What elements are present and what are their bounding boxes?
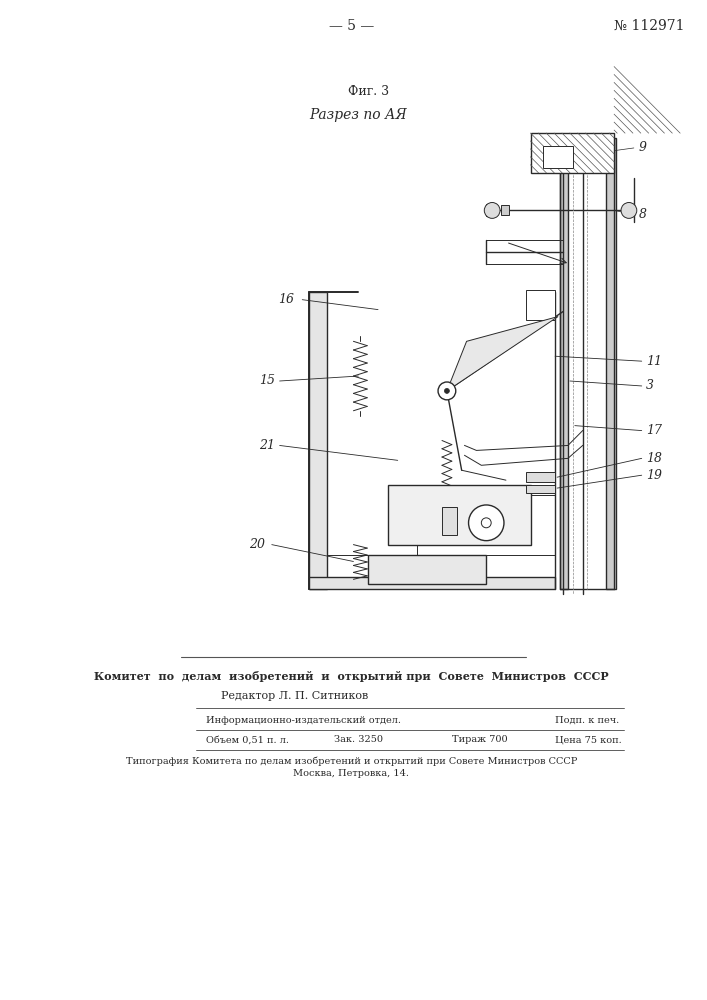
Text: 17: 17 bbox=[645, 424, 662, 437]
Circle shape bbox=[481, 518, 491, 528]
Bar bbox=[368, 555, 486, 584]
Text: Зак. 3250: Зак. 3250 bbox=[334, 735, 382, 744]
Text: 18: 18 bbox=[645, 452, 662, 465]
Bar bbox=[309, 577, 555, 589]
Circle shape bbox=[484, 203, 500, 218]
Bar bbox=[607, 138, 616, 589]
Text: 21: 21 bbox=[259, 439, 275, 452]
Text: +: + bbox=[469, 519, 476, 527]
Text: Москва, Петровка, 14.: Москва, Петровка, 14. bbox=[293, 769, 409, 778]
Text: 3: 3 bbox=[645, 379, 654, 392]
Text: Цена 75 коп.: Цена 75 коп. bbox=[555, 735, 622, 744]
Text: 20: 20 bbox=[249, 538, 265, 551]
Text: +: + bbox=[496, 519, 503, 527]
Bar bbox=[309, 292, 327, 589]
Text: Комитет  по  делам  изобретений  и  открытий при  Совете  Министров  СССР: Комитет по делам изобретений и открытий … bbox=[94, 671, 609, 682]
Text: — 5 —: — 5 — bbox=[329, 19, 374, 33]
Bar bbox=[525, 485, 555, 493]
Text: Подп. к печ.: Подп. к печ. bbox=[555, 716, 619, 725]
Text: 11: 11 bbox=[645, 355, 662, 368]
Text: Редактор Л. П. Ситников: Редактор Л. П. Ситников bbox=[221, 691, 368, 701]
Bar bbox=[530, 133, 614, 173]
Text: 15: 15 bbox=[259, 374, 275, 387]
Bar bbox=[501, 205, 509, 215]
Bar bbox=[388, 485, 530, 545]
Bar bbox=[442, 507, 457, 535]
Bar bbox=[560, 138, 568, 589]
Text: Типография Комитета по делам изобретений и открытий при Совете Министров СССР: Типография Комитета по делам изобретений… bbox=[126, 756, 577, 766]
Text: Объем 0,51 п. л.: Объем 0,51 п. л. bbox=[206, 735, 289, 744]
Text: № 112971: № 112971 bbox=[614, 19, 684, 33]
Text: 8: 8 bbox=[638, 208, 647, 221]
Text: 19: 19 bbox=[645, 469, 662, 482]
Circle shape bbox=[438, 382, 456, 400]
Polygon shape bbox=[447, 317, 558, 391]
Text: 16: 16 bbox=[279, 293, 294, 306]
Text: 9: 9 bbox=[638, 141, 647, 154]
Circle shape bbox=[621, 203, 637, 218]
Text: Тираж 700: Тираж 700 bbox=[452, 735, 508, 744]
Bar bbox=[486, 204, 491, 216]
Bar bbox=[543, 146, 573, 168]
Bar bbox=[624, 204, 632, 216]
Bar bbox=[525, 290, 555, 320]
Bar bbox=[525, 472, 555, 482]
Text: Фиг. 3: Фиг. 3 bbox=[348, 85, 389, 98]
Circle shape bbox=[469, 505, 504, 541]
Circle shape bbox=[445, 388, 450, 393]
Text: Информационно-издательский отдел.: Информационно-издательский отдел. bbox=[206, 716, 401, 725]
Text: Разрез по АЯ: Разрез по АЯ bbox=[310, 108, 407, 122]
